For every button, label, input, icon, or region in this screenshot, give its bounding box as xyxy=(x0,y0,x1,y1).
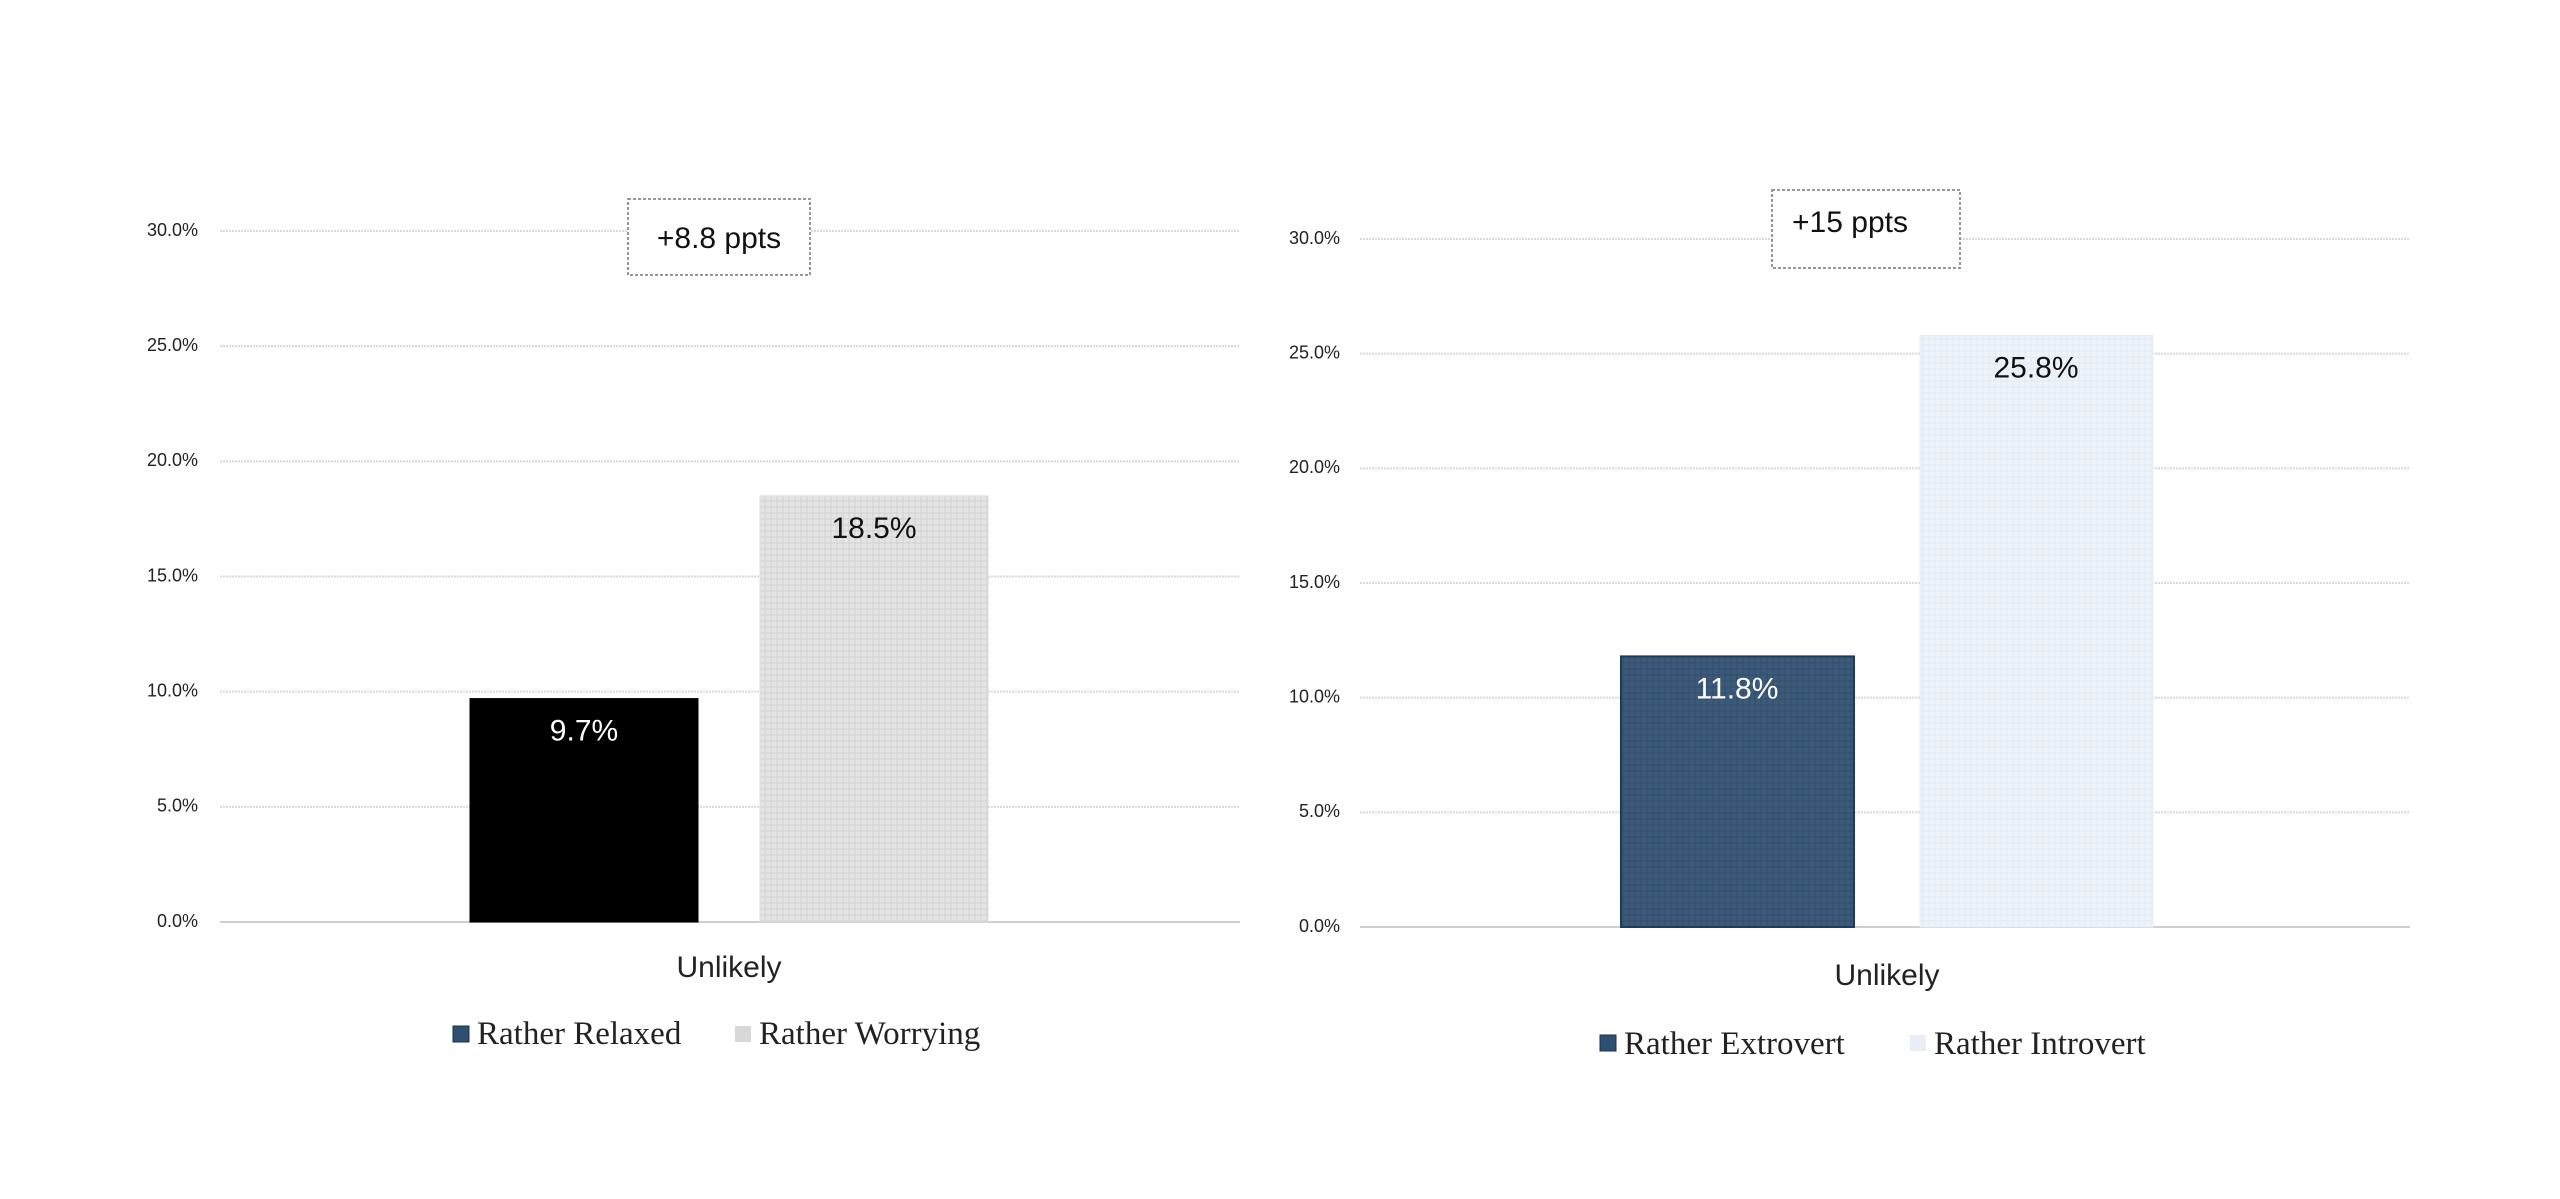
right-legend-rather-introvert: Rather Introvert xyxy=(1934,1026,2146,1062)
left-y-tick-label: 0.0% xyxy=(157,911,198,931)
left-y-tick-label: 10.0% xyxy=(147,680,198,700)
left-legend-swatch-rather-worrying xyxy=(735,1026,751,1042)
left-y-tick-label: 5.0% xyxy=(157,796,198,816)
right-label-rather-extrovert: 11.8% xyxy=(1696,672,1779,705)
left-legend-rather-relaxed: Rather Relaxed xyxy=(477,1016,682,1052)
left-y-tick-label: 15.0% xyxy=(147,565,198,585)
left-label-rather-worrying: 18.5% xyxy=(831,512,916,545)
right-gridlines xyxy=(1360,238,2410,928)
left-legend-rather-worrying: Rather Worrying xyxy=(759,1016,980,1052)
left-bar-rather-relaxed xyxy=(469,698,699,923)
right-legend-swatch-rather-extrovert xyxy=(1599,1034,1617,1052)
left-annotation-text: +8.8 ppts xyxy=(657,222,781,255)
right-y-tick-label: 20.0% xyxy=(1289,457,1340,477)
left-category-label: Unlikely xyxy=(676,951,781,984)
chart-right: 0.0% 5.0% 10.0% 15.0% 20.0% 25.0% 30.0% +15 pp… xyxy=(1289,189,2410,1062)
right-bar-rather-introvert xyxy=(1919,334,2154,928)
left-bar-rather-worrying xyxy=(759,495,989,923)
right-y-axis-ticks: 0.0% 5.0% 10.0% 15.0% 20.0% 25.0% 30.0% xyxy=(1289,228,1340,936)
right-y-tick-label: 25.0% xyxy=(1289,342,1340,362)
right-y-tick-label: 5.0% xyxy=(1299,801,1340,821)
left-y-tick-label: 30.0% xyxy=(147,220,198,240)
right-y-tick-label: 10.0% xyxy=(1289,686,1340,706)
right-label-rather-introvert: 25.8% xyxy=(1993,351,2078,384)
right-bar-rather-extrovert xyxy=(1620,655,1855,928)
left-gridlines xyxy=(220,230,1240,923)
right-legend-swatch-rather-introvert xyxy=(1910,1035,1926,1051)
chart-left: 0.0% 5.0% 10.0% 15.0% 20.0% 25.0% 30.0% +8.8 p… xyxy=(147,198,1240,1052)
left-annotation-box xyxy=(627,198,811,276)
right-legend-rather-extrovert: Rather Extrovert xyxy=(1624,1026,1845,1062)
left-y-axis-ticks: 0.0% 5.0% 10.0% 15.0% 20.0% 25.0% 30.0% xyxy=(147,220,198,931)
right-y-tick-label: 15.0% xyxy=(1289,572,1340,592)
left-label-rather-relaxed: 9.7% xyxy=(550,715,618,748)
right-y-tick-label: 30.0% xyxy=(1289,228,1340,248)
right-annotation-box xyxy=(1771,189,1961,269)
right-y-tick-label: 0.0% xyxy=(1299,916,1340,936)
left-legend: Rather Relaxed Rather Worrying xyxy=(452,1016,980,1052)
right-annotation-text: +15 ppts xyxy=(1792,206,1908,239)
right-category-label: Unlikely xyxy=(1834,959,1939,992)
left-y-tick-label: 25.0% xyxy=(147,335,198,355)
right-legend: Rather Extrovert Rather Introvert xyxy=(1599,1026,2146,1062)
left-legend-swatch-rather-relaxed xyxy=(452,1025,470,1043)
left-y-tick-label: 20.0% xyxy=(147,450,198,470)
